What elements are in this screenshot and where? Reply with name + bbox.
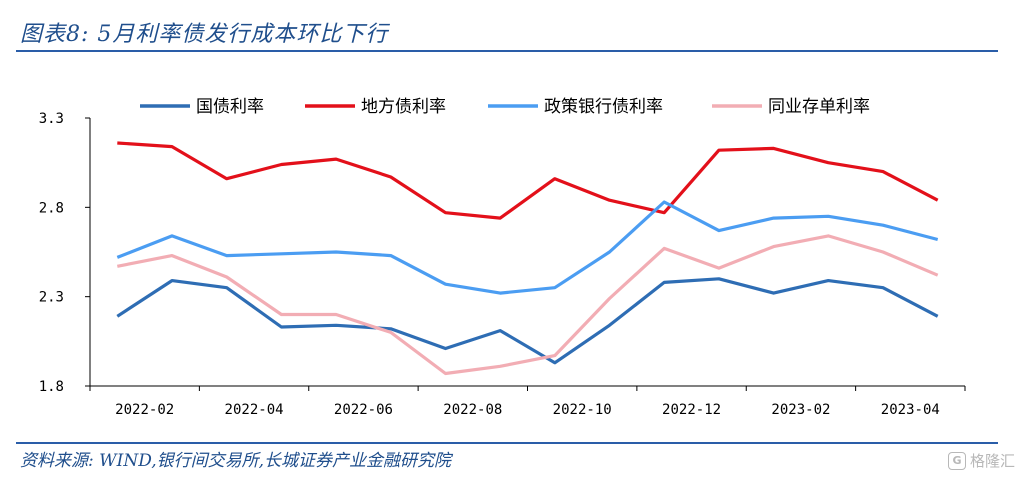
x-tick-label: 2022-06 bbox=[334, 402, 393, 418]
watermark: G 格隆汇 bbox=[947, 450, 1015, 471]
series-line-2 bbox=[117, 141, 939, 220]
title-divider bbox=[16, 50, 998, 52]
watermark-text: 格隆汇 bbox=[969, 452, 1015, 470]
x-tick-label: 2022-10 bbox=[553, 402, 612, 418]
y-tick-label: 1.8 bbox=[39, 379, 64, 395]
y-tick-label: 2.8 bbox=[39, 200, 64, 216]
legend-label-2: 地方债利率 bbox=[361, 97, 446, 117]
watermark-logo-icon: G bbox=[947, 451, 966, 470]
x-tick-label: 2023-04 bbox=[881, 402, 940, 418]
footer-divider bbox=[16, 442, 998, 444]
x-tick-label: 2022-02 bbox=[115, 402, 174, 418]
y-tick-label: 3.3 bbox=[39, 111, 64, 127]
x-tick-label: 2022-04 bbox=[225, 402, 284, 418]
legend-label-4: 同业存单利率 bbox=[768, 97, 870, 117]
series-line-4 bbox=[116, 234, 939, 376]
x-tick-label: 2023-02 bbox=[771, 402, 830, 418]
chart-title: 图表8: 5月利率债发行成本环比下行 bbox=[20, 22, 389, 47]
source-note: 资料来源: WIND,银行间交易所,长城证券产业金融研究院 bbox=[20, 451, 452, 471]
series-line-3 bbox=[116, 200, 939, 295]
legend-label-3: 政策银行债利率 bbox=[544, 97, 663, 117]
legend-label-1: 国债利率 bbox=[196, 97, 264, 117]
y-tick-label: 2.3 bbox=[39, 290, 64, 306]
series-line-1 bbox=[116, 277, 939, 365]
x-tick-label: 2022-12 bbox=[662, 402, 721, 418]
x-tick-label: 2022-08 bbox=[443, 402, 502, 418]
